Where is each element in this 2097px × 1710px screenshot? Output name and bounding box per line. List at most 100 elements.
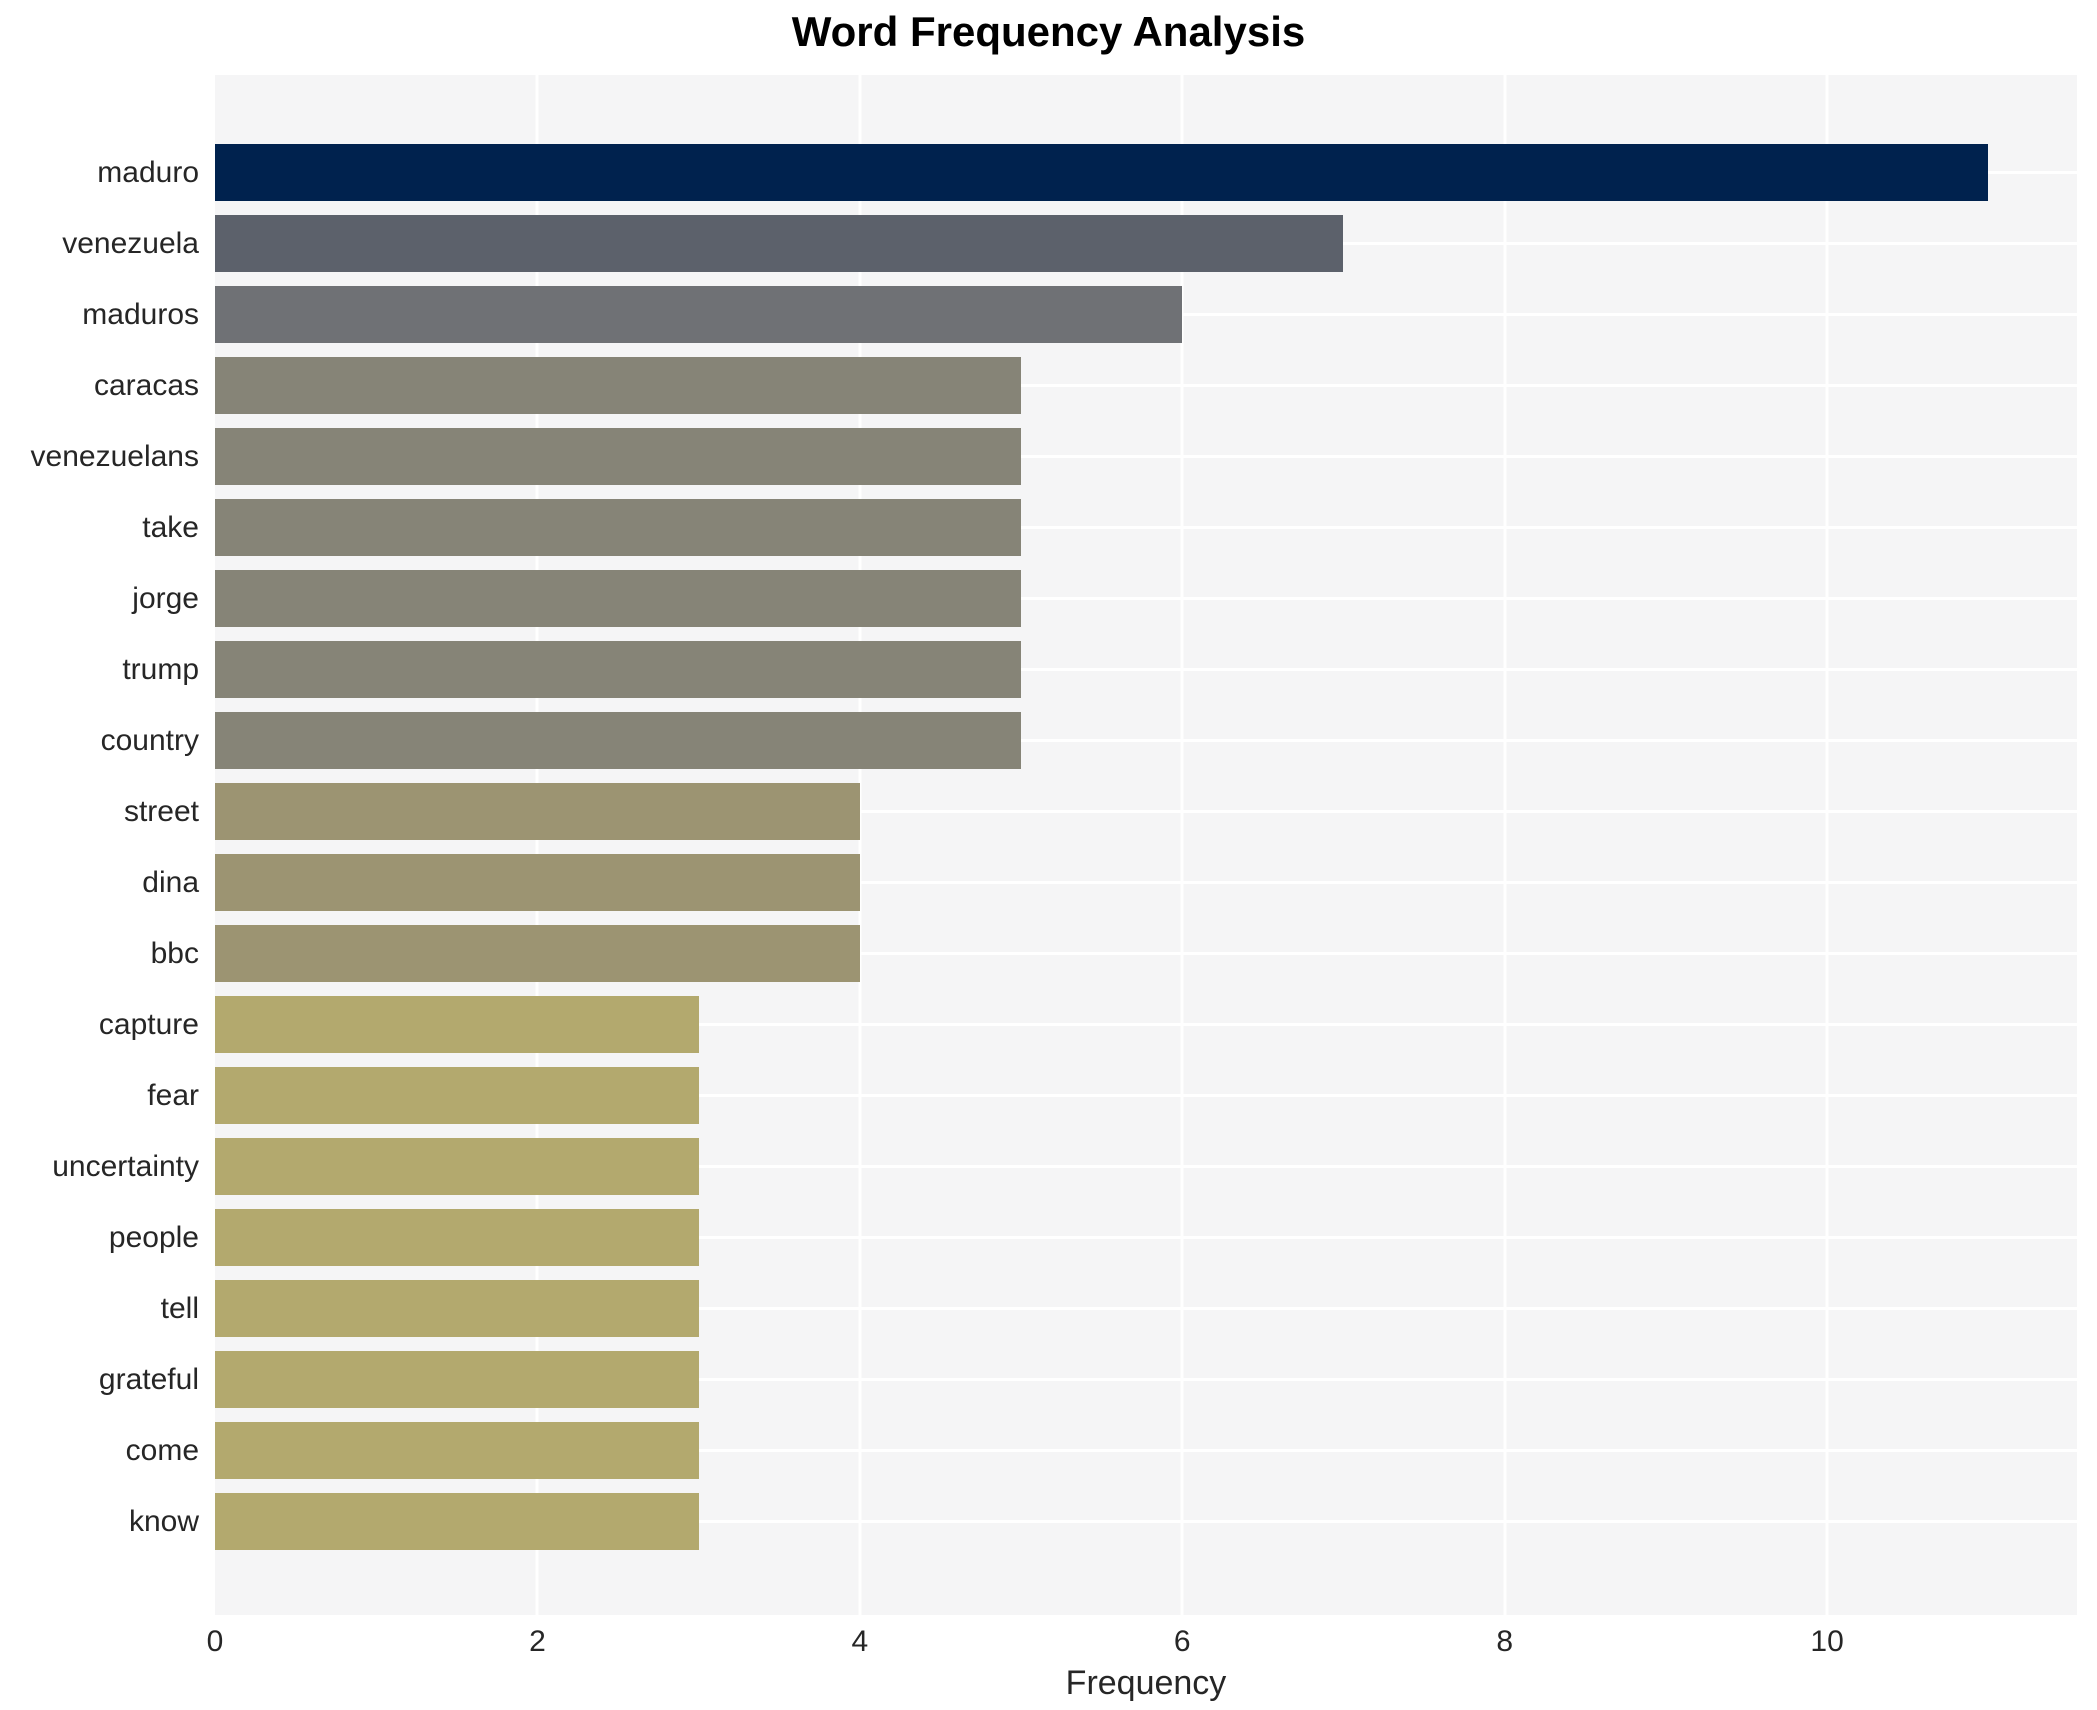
bar-area (215, 1060, 2077, 1131)
bar (215, 428, 1022, 485)
bar-area (215, 1131, 2077, 1202)
y-gridline (215, 526, 2077, 529)
bar (215, 570, 1022, 627)
x-gridline (858, 75, 862, 1615)
bar (215, 1138, 699, 1195)
y-gridline (215, 1236, 2077, 1239)
bar-area (215, 137, 2077, 208)
y-tick-label: maduros (82, 298, 199, 331)
bar (215, 499, 1022, 556)
x-gridline (1825, 75, 1829, 1615)
bar-area (215, 1273, 2077, 1344)
bar-row: grateful (0, 1344, 2077, 1415)
bar-row: maduros (0, 279, 2077, 350)
bar-area (215, 989, 2077, 1060)
x-tick-label: 10 (1810, 1625, 1844, 1658)
y-tick-label: street (123, 795, 199, 828)
bar-area (215, 847, 2077, 918)
bar (215, 641, 1022, 698)
x-tick-label: 2 (529, 1625, 546, 1658)
x-tick-label: 6 (1173, 1625, 1191, 1658)
x-gridline (1180, 75, 1184, 1615)
y-gridline (215, 810, 2077, 813)
y-tick-label: take (142, 511, 199, 544)
bar-area (215, 776, 2077, 847)
y-tick-label: maduro (97, 156, 199, 189)
bar (215, 783, 860, 840)
y-tick-label: jorge (132, 582, 199, 615)
y-tick-label: come (125, 1434, 199, 1467)
bar-row: fear (0, 1060, 2077, 1131)
y-gridline (215, 881, 2077, 884)
y-tick-label: grateful (98, 1363, 199, 1396)
y-gridline (215, 1094, 2077, 1097)
bar-area (215, 705, 2077, 776)
bar (215, 1280, 699, 1337)
bar-row: venezuela (0, 208, 2077, 279)
y-tick-label: venezuelans (30, 440, 199, 473)
bar (215, 215, 1344, 272)
bar-row: capture (0, 989, 2077, 1060)
x-tick-label: 8 (1496, 1625, 1514, 1658)
bar (215, 286, 1183, 343)
bar (215, 1351, 699, 1408)
bar-area (215, 1486, 2077, 1557)
y-gridline (215, 1165, 2077, 1168)
bar-area (215, 421, 2077, 492)
bar-area (215, 563, 2077, 634)
bar-row: maduro (0, 137, 2077, 208)
bar-row: take (0, 492, 2077, 563)
x-axis-ticks: 0 2 4 6 8 10 (207, 1625, 2077, 1663)
bar (215, 996, 699, 1053)
bar-row: dina (0, 847, 2077, 918)
bar-area (215, 634, 2077, 705)
y-tick-label: caracas (93, 369, 199, 402)
x-tick-label: 4 (851, 1625, 869, 1658)
bar-row: uncertainty (0, 1131, 2077, 1202)
bar-area (215, 1344, 2077, 1415)
y-tick-label: capture (98, 1008, 199, 1041)
y-tick-label: people (108, 1221, 199, 1254)
y-gridline (215, 384, 2077, 387)
bar-area (215, 492, 2077, 563)
bar (215, 1493, 699, 1550)
x-tick-label: 0 (206, 1625, 224, 1658)
bar-row: country (0, 705, 2077, 776)
bar-row: venezuelans (0, 421, 2077, 492)
bar-area (215, 918, 2077, 989)
bar (215, 357, 1022, 414)
y-tick-label: trump (122, 653, 199, 686)
y-tick-label: fear (147, 1079, 199, 1112)
bar (215, 1422, 699, 1479)
y-tick-label: tell (160, 1292, 199, 1325)
bar-row: bbc (0, 918, 2077, 989)
y-gridline (215, 1520, 2077, 1523)
y-tick-label: country (100, 724, 199, 757)
y-tick-label: venezuela (62, 227, 199, 260)
y-tick-label: know (128, 1505, 199, 1538)
bar-row: come (0, 1415, 2077, 1486)
y-tick-label: uncertainty (52, 1150, 199, 1183)
bar (215, 1209, 699, 1266)
bar-area (215, 1202, 2077, 1273)
bar-row: jorge (0, 563, 2077, 634)
x-gridline (1503, 75, 1507, 1615)
y-gridline (215, 668, 2077, 671)
bar-area (215, 1415, 2077, 1486)
bar-row: street (0, 776, 2077, 847)
bar-row: trump (0, 634, 2077, 705)
bar-area (215, 350, 2077, 421)
x-gridline (535, 75, 539, 1615)
chart-title: Word Frequency Analysis (791, 8, 1306, 55)
y-gridline (215, 1449, 2077, 1452)
bar-row: caracas (0, 350, 2077, 421)
y-tick-label: bbc (150, 937, 199, 970)
bar-row: know (0, 1486, 2077, 1557)
bar-area (215, 279, 2077, 350)
bar (215, 925, 860, 982)
bar-rows: maduro venezuela maduros caracas venezue… (0, 75, 2077, 1615)
y-gridline (215, 455, 2077, 458)
bar (215, 854, 860, 911)
y-gridline (215, 952, 2077, 955)
